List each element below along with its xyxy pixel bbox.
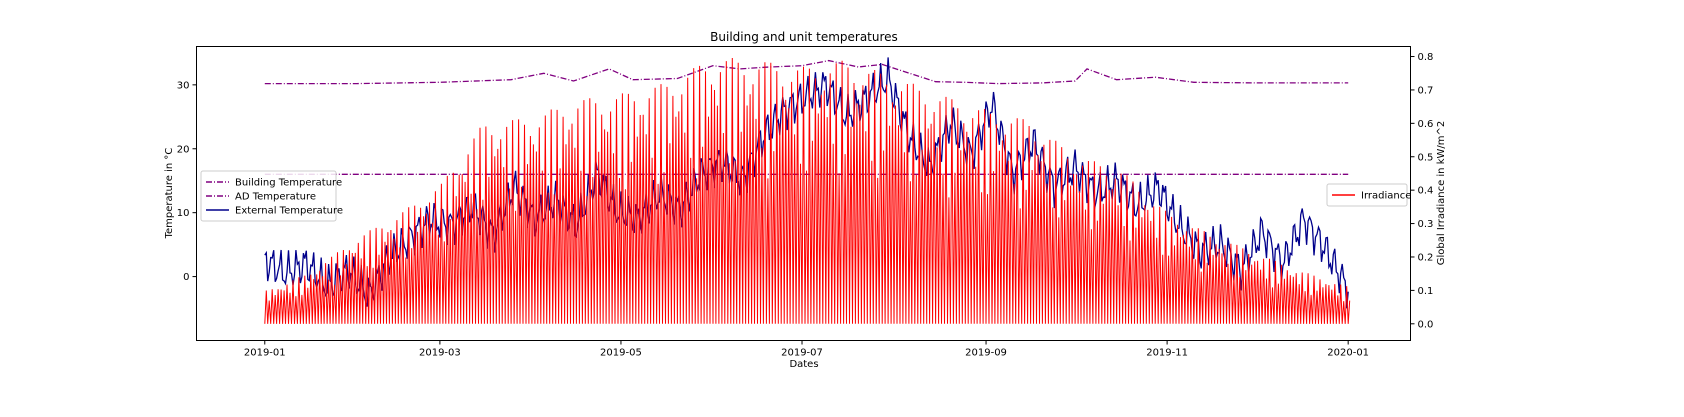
y-tick-label-right-6: 0.6 [1418, 119, 1434, 130]
y-tick-label-right-0: 0.0 [1418, 319, 1434, 330]
x-tick-label-2: 2019-05 [600, 348, 642, 359]
plot-area [264, 57, 1351, 324]
legend-left: Building Temperature AD Temperature Extern… [200, 170, 343, 222]
y-axis-label-left: Temperature in °C [164, 148, 175, 240]
x-tick-label-4: 2019-09 [965, 348, 1007, 359]
plot-frame [196, 46, 1411, 341]
y-tick-label-right-1: 0.1 [1418, 286, 1434, 297]
y-tick-label-right-2: 0.2 [1418, 252, 1434, 263]
y-tick-label-right-7: 0.7 [1418, 85, 1434, 96]
y-tick-label-left-1: 10 [177, 208, 190, 219]
series-line-2 [264, 57, 1349, 309]
x-tick-label-5: 2019-11 [1146, 348, 1188, 359]
y-tick-label-right-8: 0.8 [1418, 52, 1434, 63]
legend-box [1326, 183, 1408, 207]
legend-right: Irradiance [1326, 183, 1411, 207]
y-tick-label-right-5: 0.5 [1418, 152, 1434, 163]
chart-title: Building and unit temperatures [710, 30, 898, 44]
legend-label-0: Building Temperature [235, 178, 342, 189]
x-tick-label-1: 2019-03 [419, 348, 461, 359]
legend-label-1: AD Temperature [235, 192, 316, 203]
y-tick-label-left-3: 30 [177, 80, 190, 91]
y-tick-label-right-4: 0.4 [1418, 186, 1434, 197]
legend-label-0: Irradiance [1361, 191, 1411, 202]
x-tick-label-6: 2020-01 [1327, 348, 1369, 359]
x-axis-label: Dates [789, 359, 818, 370]
series-line-3 [264, 57, 1351, 324]
y-tick-label-left-0: 0 [183, 272, 189, 283]
y-axis-label-right: Global Irradiance in kW/m^2 [1436, 121, 1447, 265]
series-line-1 [264, 59, 1349, 85]
y-tick-label-right-3: 0.3 [1418, 219, 1434, 230]
y-tick-label-left-2: 20 [177, 144, 190, 155]
x-tick-label-3: 2019-07 [781, 348, 823, 359]
axes: 2019-01 2019-03 2019-05 2019-07 2019-09 2019-… [177, 52, 1434, 358]
legend-box [200, 170, 337, 222]
x-tick-label-0: 2019-01 [244, 348, 286, 359]
legend-label-2: External Temperature [235, 206, 343, 217]
